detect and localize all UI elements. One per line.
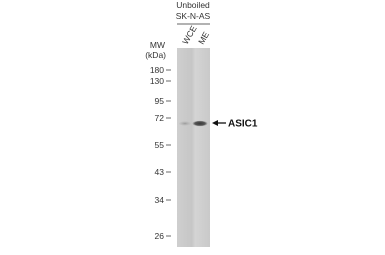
lane-label: WCE [180, 24, 199, 46]
target-arrowhead [212, 120, 218, 126]
band-me [192, 120, 208, 127]
lane-label: ME [196, 30, 211, 46]
blot-membrane [177, 48, 210, 247]
cell-line-label: SK-N-AS [176, 11, 211, 21]
mw-marker-label: 95 [155, 96, 165, 106]
mw-marker-label: 72 [155, 113, 165, 123]
mw-marker-label: 43 [155, 167, 165, 177]
mw-marker-label: 180 [150, 65, 164, 75]
mw-unit: (kDa) [145, 50, 166, 60]
mw-marker-label: 34 [155, 195, 165, 205]
mw-marker-label: 130 [150, 76, 164, 86]
mw-title: MW [150, 40, 165, 50]
band-wce [179, 121, 191, 126]
mw-marker-label: 26 [155, 231, 165, 241]
condition-label: Unboiled [176, 0, 210, 10]
mw-marker-label: 55 [155, 140, 165, 150]
target-label: ASIC1 [228, 119, 258, 130]
